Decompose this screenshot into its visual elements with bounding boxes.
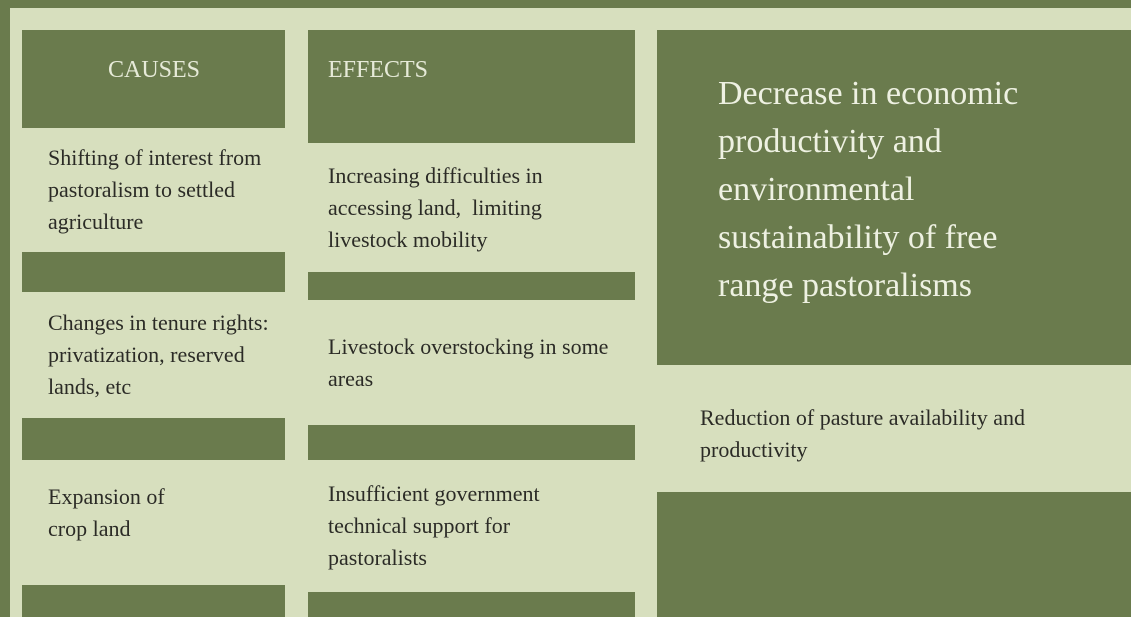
- effect-text: Insufficient government technical suppor…: [328, 481, 546, 570]
- outcome-column: [657, 30, 1131, 617]
- effect-text: Increasing difficulties in accessing lan…: [328, 162, 549, 252]
- cause-box: Shifting of interest from pastoralism to…: [22, 128, 285, 252]
- effect-box: Livestock overstocking in some areas: [308, 300, 635, 425]
- cause-text: Changes in tenure rights: privatization,…: [48, 310, 275, 399]
- outcome-secondary: Reduction of pasture availability and pr…: [700, 404, 1031, 462]
- cause-text: Expansion of crop land: [48, 483, 171, 541]
- outcome-box: Reduction of pasture availability and pr…: [657, 365, 1131, 492]
- cause-box: Changes in tenure rights: privatization,…: [22, 292, 285, 418]
- cause-box: Expansion of crop land: [22, 460, 285, 585]
- causes-title: CAUSES: [108, 57, 201, 83]
- effects-title: EFFECTS: [328, 57, 429, 83]
- effect-text: Livestock overstocking in some areas: [328, 333, 614, 391]
- cause-text: Shifting of interest from pastoralism to…: [48, 145, 267, 234]
- outcome-main: Decrease in economic productivity and en…: [718, 75, 1019, 304]
- effect-box: Insufficient government technical suppor…: [308, 460, 635, 592]
- effect-box: Increasing difficulties in accessing lan…: [308, 143, 635, 272]
